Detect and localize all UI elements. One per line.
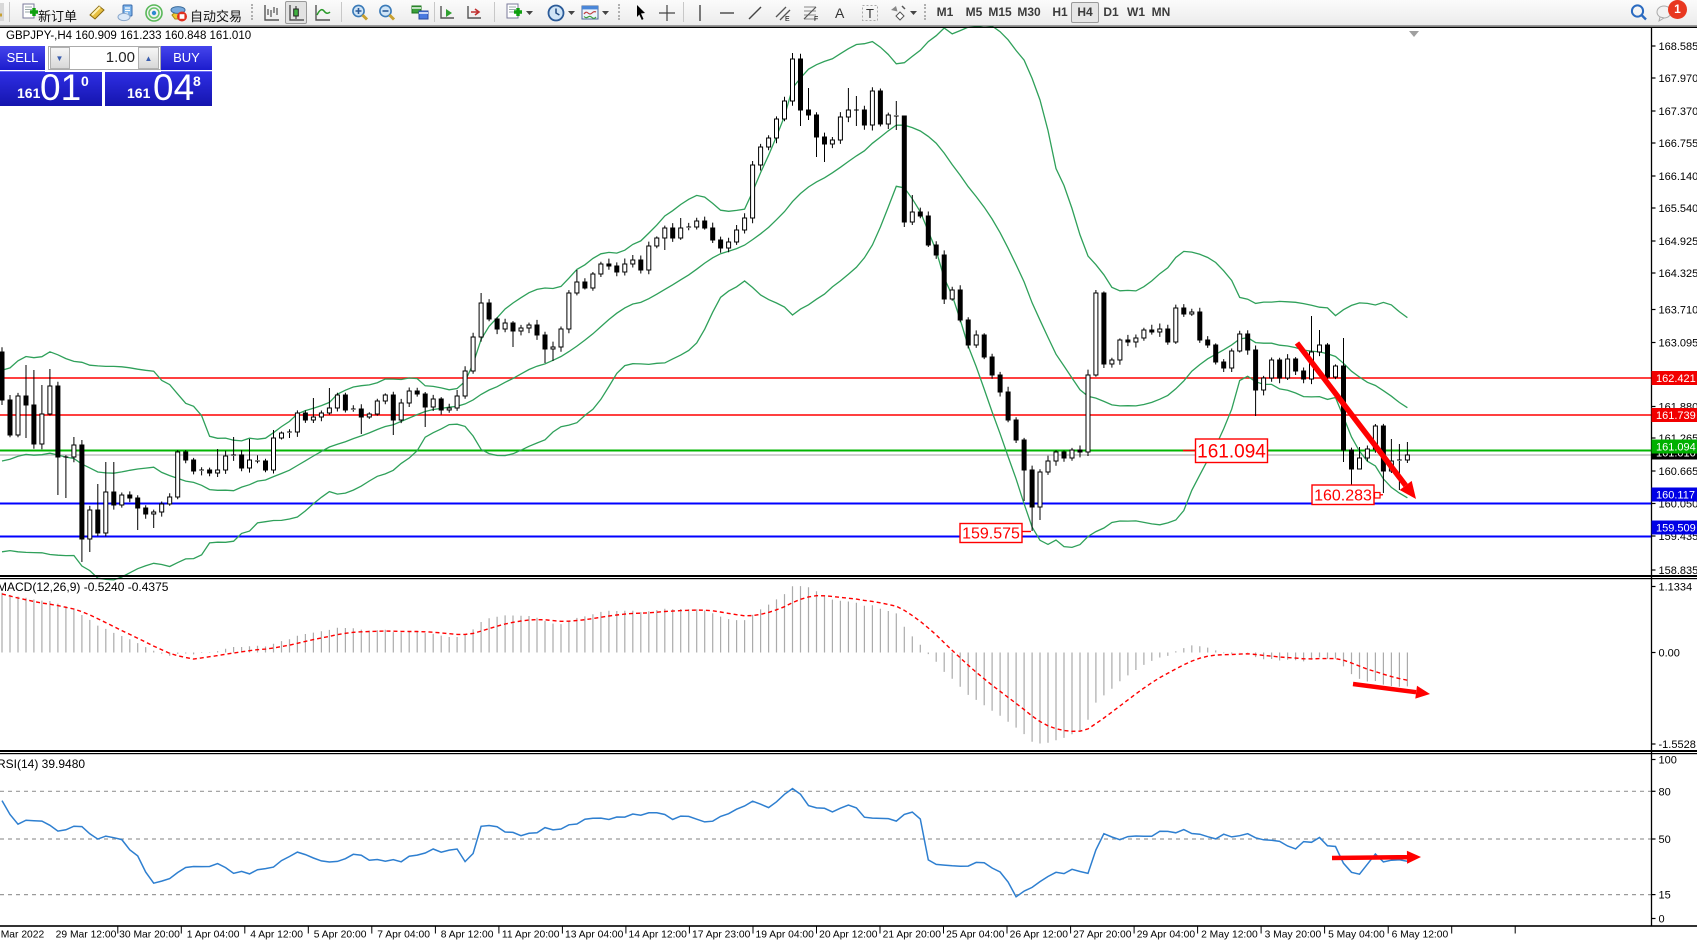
svg-text:11 Apr 20:00: 11 Apr 20:00 bbox=[502, 930, 560, 941]
svg-text:15: 15 bbox=[1659, 890, 1671, 902]
svg-text:158.835: 158.835 bbox=[1659, 565, 1697, 577]
svg-text:T: T bbox=[866, 6, 874, 21]
svg-text:21 Apr 20:00: 21 Apr 20:00 bbox=[883, 930, 942, 941]
svg-text:E: E bbox=[785, 16, 790, 23]
svg-text:161.094: 161.094 bbox=[1197, 442, 1266, 463]
svg-text:14 Apr 12:00: 14 Apr 12:00 bbox=[628, 930, 687, 941]
svg-text:MACD(12,26,9) -0.5240 -0.4375: MACD(12,26,9) -0.5240 -0.4375 bbox=[0, 580, 169, 594]
svg-text:29 Mar 12:00: 29 Mar 12:00 bbox=[56, 930, 117, 941]
svg-text:29 Apr 04:00: 29 Apr 04:00 bbox=[1137, 930, 1196, 941]
svg-text:1.1334: 1.1334 bbox=[1659, 582, 1693, 594]
svg-text:3 May 20:00: 3 May 20:00 bbox=[1265, 930, 1322, 941]
svg-text:5 May 04:00: 5 May 04:00 bbox=[1328, 930, 1385, 941]
svg-text:160.283: 160.283 bbox=[1314, 488, 1372, 505]
svg-text:RSI(14) 39.9480: RSI(14) 39.9480 bbox=[0, 757, 85, 771]
svg-text:166.755: 166.755 bbox=[1659, 138, 1697, 150]
svg-text:161.739: 161.739 bbox=[1656, 410, 1696, 422]
svg-text:50: 50 bbox=[1659, 834, 1671, 846]
svg-text:159.575: 159.575 bbox=[962, 526, 1020, 543]
svg-text:2 May 12:00: 2 May 12:00 bbox=[1201, 930, 1258, 941]
svg-text:26 Apr 12:00: 26 Apr 12:00 bbox=[1010, 930, 1069, 941]
svg-text:19 Apr 04:00: 19 Apr 04:00 bbox=[755, 930, 814, 941]
svg-text:163.710: 163.710 bbox=[1659, 305, 1697, 317]
svg-text:0.00: 0.00 bbox=[1659, 648, 1680, 660]
svg-text:20 Apr 12:00: 20 Apr 12:00 bbox=[819, 930, 878, 941]
svg-text:167.370: 167.370 bbox=[1659, 106, 1697, 118]
svg-text:164.925: 164.925 bbox=[1659, 236, 1697, 248]
svg-text:F: F bbox=[814, 16, 818, 23]
svg-text:30 Mar 20:00: 30 Mar 20:00 bbox=[119, 930, 180, 941]
svg-text:17 Apr 23:00: 17 Apr 23:00 bbox=[692, 930, 751, 941]
svg-text:164.325: 164.325 bbox=[1659, 268, 1697, 280]
svg-text:167.970: 167.970 bbox=[1659, 73, 1697, 85]
svg-text:5 Apr 20:00: 5 Apr 20:00 bbox=[314, 930, 367, 941]
svg-text:159.509: 159.509 bbox=[1656, 523, 1696, 535]
svg-text:168.585: 168.585 bbox=[1659, 41, 1697, 53]
svg-text:163.095: 163.095 bbox=[1659, 338, 1697, 350]
svg-text:Mar 2022: Mar 2022 bbox=[1, 930, 45, 941]
svg-text:166.140: 166.140 bbox=[1659, 171, 1697, 183]
svg-text:165.540: 165.540 bbox=[1659, 203, 1697, 215]
svg-text:6 May 12:00: 6 May 12:00 bbox=[1392, 930, 1449, 941]
svg-text:162.421: 162.421 bbox=[1656, 373, 1696, 385]
svg-text:100: 100 bbox=[1659, 755, 1677, 767]
svg-text:160.665: 160.665 bbox=[1659, 466, 1697, 478]
svg-text:80: 80 bbox=[1659, 786, 1671, 798]
svg-text:7 Apr 04:00: 7 Apr 04:00 bbox=[377, 930, 430, 941]
svg-text:25 Apr 04:00: 25 Apr 04:00 bbox=[946, 930, 1005, 941]
svg-text:GBPJPY-,H4 160.909 161.233 16: GBPJPY-,H4 160.909 161.233 160.848 161.0… bbox=[6, 30, 251, 42]
svg-text:A: A bbox=[835, 5, 845, 21]
svg-text:161.094: 161.094 bbox=[1656, 442, 1696, 454]
svg-text:0: 0 bbox=[1659, 914, 1665, 926]
svg-text:13 Apr 04:00: 13 Apr 04:00 bbox=[565, 930, 624, 941]
svg-text:8 Apr 12:00: 8 Apr 12:00 bbox=[441, 930, 494, 941]
svg-text:-1.5528: -1.5528 bbox=[1659, 739, 1696, 751]
svg-text:4 Apr 12:00: 4 Apr 12:00 bbox=[250, 930, 303, 941]
svg-text:27 Apr 20:00: 27 Apr 20:00 bbox=[1073, 930, 1132, 941]
svg-text:160.117: 160.117 bbox=[1656, 490, 1695, 502]
svg-text:1 Apr 04:00: 1 Apr 04:00 bbox=[187, 930, 240, 941]
